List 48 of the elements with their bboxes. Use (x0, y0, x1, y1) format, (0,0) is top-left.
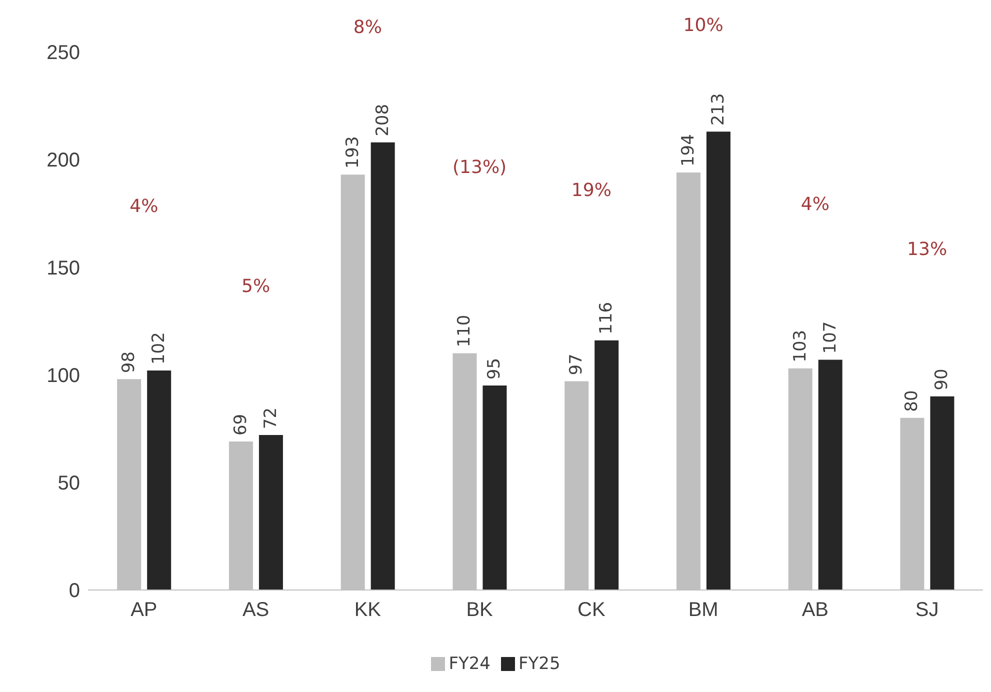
annotation: 4% (130, 196, 158, 217)
legend-label: FY25 (518, 654, 560, 674)
data-label: 95 (484, 358, 505, 380)
annotation: 13% (907, 239, 948, 260)
text: 10% (683, 15, 724, 36)
y-tick-label: 150 (46, 257, 80, 280)
text: 8% (353, 17, 382, 38)
data-label: 213 (708, 93, 728, 126)
x-tick-label: BM (688, 599, 718, 622)
data-label: 103 (790, 330, 810, 362)
bar (818, 360, 842, 590)
bar (594, 340, 619, 590)
y-tick-label: 0 (68, 580, 80, 602)
bar (706, 132, 730, 590)
data-label: 208 (372, 104, 393, 136)
annotation: 4% (800, 194, 830, 215)
x-tick-label: CK (578, 599, 606, 622)
data-label: 102 (149, 332, 170, 364)
data-label: 90 (932, 368, 952, 390)
data-label: 69 (230, 414, 251, 436)
y-tick-label: 100 (46, 364, 80, 387)
bar (930, 396, 954, 590)
bar (370, 142, 395, 590)
x-tick-label: SJ (915, 599, 939, 622)
data-label: 72 (260, 407, 281, 430)
data-label: 194 (678, 134, 698, 167)
y-tick-label: 250 (46, 42, 80, 64)
annotation: (13%) (452, 157, 507, 178)
bar (147, 370, 172, 590)
y-tick-label: 200 (46, 150, 80, 172)
annotation: 5% (242, 276, 270, 297)
bar (258, 435, 283, 590)
annotation: 19% (571, 180, 612, 201)
data-label: 116 (596, 302, 617, 334)
x-tick-label: BK (466, 599, 494, 622)
x-tick-label: KK (354, 599, 382, 622)
x-tick-label: AP (130, 599, 158, 622)
x-tick-label: AS (242, 599, 270, 622)
legend-label: FY24 (448, 654, 490, 674)
data-label: 97 (566, 354, 587, 376)
data-label: 193 (342, 136, 363, 169)
data-label: 107 (820, 321, 840, 354)
data-label: 110 (454, 314, 475, 348)
x-tick-label: AB (802, 599, 829, 622)
y-tick-label: 50 (58, 472, 80, 494)
bar (482, 386, 507, 590)
data-label: 98 (119, 351, 140, 374)
data-label: 80 (902, 390, 922, 412)
